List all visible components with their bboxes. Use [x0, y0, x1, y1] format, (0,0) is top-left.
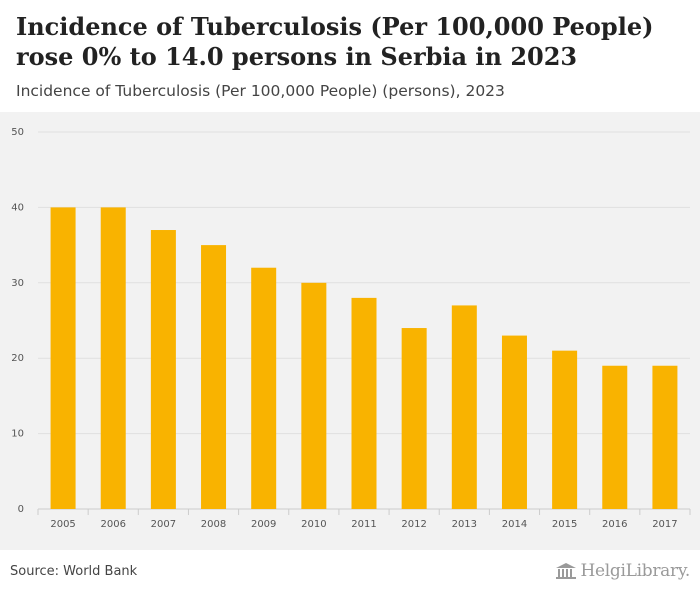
x-tick-label: 2012 — [401, 519, 426, 530]
bar — [602, 365, 628, 509]
bar — [150, 230, 176, 509]
y-tick-label: 40 — [11, 202, 24, 213]
x-tick-label: 2009 — [251, 519, 276, 530]
x-tick-label: 2007 — [151, 519, 176, 530]
x-tick-label: 2014 — [502, 519, 527, 530]
x-tick-label: 2013 — [452, 519, 477, 530]
bar — [652, 365, 678, 509]
bar — [401, 328, 427, 509]
bar — [451, 305, 477, 509]
chart-footer: Source: World Bank HelgiLibrary. — [0, 550, 700, 596]
y-tick-label: 10 — [11, 429, 24, 440]
library-building-icon — [555, 563, 576, 579]
chart-subtitle: Incidence of Tuberculosis (Per 100,000 P… — [16, 82, 505, 100]
bar-chart: 0 10 20 30 40 50 2005 2006 2007 2008 2009 2010 2011 2… — [11, 127, 691, 530]
y-tick-label: 30 — [11, 278, 24, 289]
bar — [251, 267, 277, 509]
y-tick-label: 50 — [11, 127, 24, 138]
bar — [100, 207, 126, 509]
bar — [50, 207, 76, 509]
x-tick-label: 2015 — [552, 519, 577, 530]
helgi-library-logo: HelgiLibrary. — [555, 561, 691, 581]
bar — [552, 350, 578, 509]
y-tick-label: 20 — [11, 353, 24, 364]
chart-title: Incidence of Tuberculosis (Per 100,000 P… — [16, 12, 654, 71]
x-tick-label: 2006 — [101, 519, 126, 530]
x-tick-label: 2017 — [652, 519, 677, 530]
bar — [351, 297, 377, 509]
bar — [501, 335, 527, 509]
bar — [201, 245, 227, 509]
logo-text: HelgiLibrary. — [580, 561, 691, 581]
y-tick-label: 0 — [18, 504, 24, 515]
x-tick-label: 2008 — [201, 519, 226, 530]
bar — [301, 282, 327, 509]
plot-area: 0 10 20 30 40 50 2005 2006 2007 2008 2009 2010 2011 2… — [0, 112, 700, 550]
chart-header: Incidence of Tuberculosis (Per 100,000 P… — [0, 0, 700, 112]
source-note: Source: World Bank — [10, 564, 138, 579]
x-tick-label: 2011 — [351, 519, 376, 530]
x-tick-label: 2005 — [50, 519, 75, 530]
x-tick-label: 2016 — [602, 519, 627, 530]
x-tick-label: 2010 — [301, 519, 326, 530]
